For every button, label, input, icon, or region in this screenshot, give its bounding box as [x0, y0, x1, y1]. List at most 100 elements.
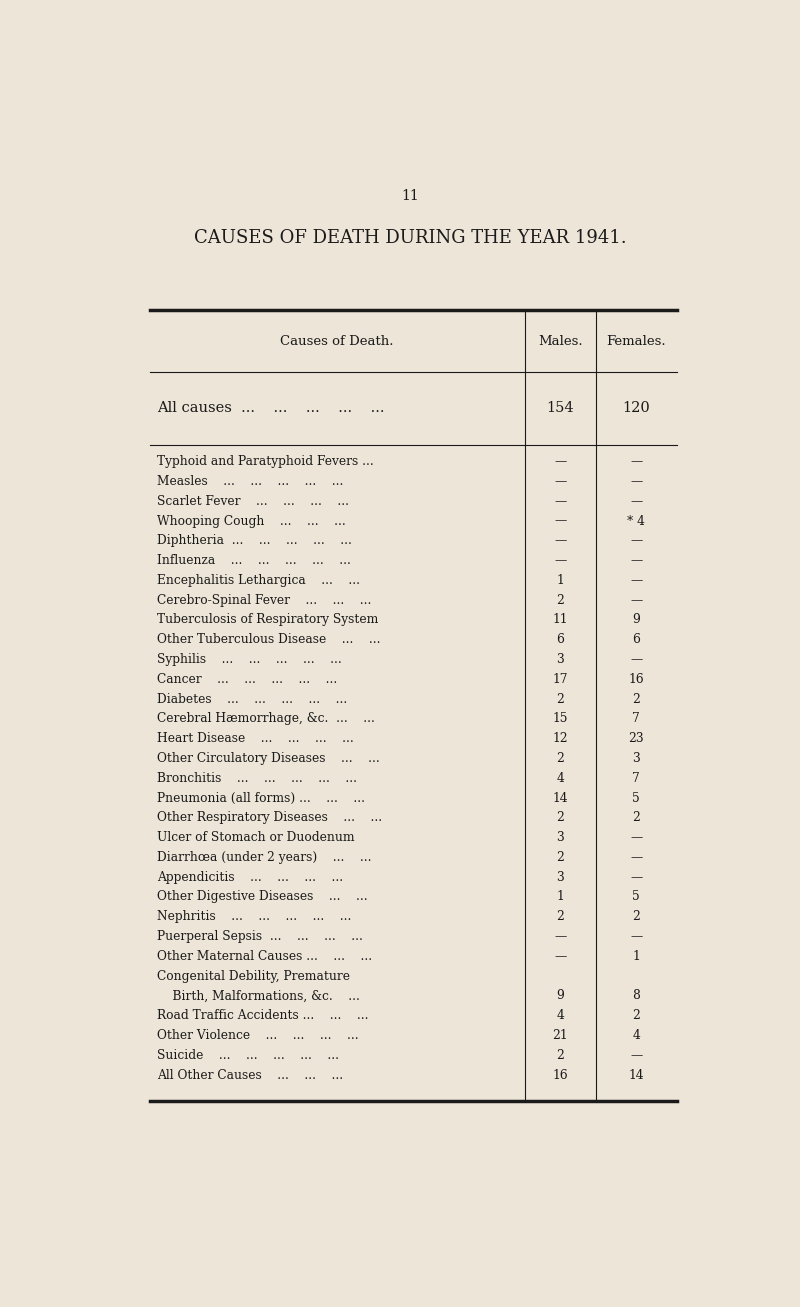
Text: 4: 4 — [632, 1029, 640, 1042]
Text: * 4: * 4 — [627, 515, 646, 528]
Text: 6: 6 — [632, 634, 640, 646]
Text: 120: 120 — [622, 401, 650, 416]
Text: —: — — [630, 831, 642, 844]
Text: Road Traffic Accidents ...    ...    ...: Road Traffic Accidents ... ... ... — [157, 1009, 369, 1022]
Text: Typhoid and Paratyphoid Fevers ...: Typhoid and Paratyphoid Fevers ... — [157, 455, 374, 468]
Text: Other Respiratory Diseases    ...    ...: Other Respiratory Diseases ... ... — [157, 812, 382, 825]
Text: Diphtheria  ...    ...    ...    ...    ...: Diphtheria ... ... ... ... ... — [157, 535, 352, 548]
Text: Cerebral Hæmorrhage, &c.  ...    ...: Cerebral Hæmorrhage, &c. ... ... — [157, 712, 375, 725]
Text: 16: 16 — [553, 1069, 568, 1082]
Text: Other Maternal Causes ...    ...    ...: Other Maternal Causes ... ... ... — [157, 950, 372, 963]
Text: 2: 2 — [632, 910, 640, 923]
Text: Scarlet Fever    ...    ...    ...    ...: Scarlet Fever ... ... ... ... — [157, 495, 349, 507]
Text: 2: 2 — [557, 593, 564, 606]
Text: —: — — [630, 474, 642, 488]
Text: Heart Disease    ...    ...    ...    ...: Heart Disease ... ... ... ... — [157, 732, 354, 745]
Text: Encephalitis Lethargica    ...    ...: Encephalitis Lethargica ... ... — [157, 574, 360, 587]
Text: 2: 2 — [557, 752, 564, 765]
Text: Pneumonia (all forms) ...    ...    ...: Pneumonia (all forms) ... ... ... — [157, 792, 365, 805]
Text: 2: 2 — [632, 812, 640, 825]
Text: 3: 3 — [557, 831, 564, 844]
Text: 2: 2 — [632, 1009, 640, 1022]
Text: 9: 9 — [557, 989, 564, 1002]
Text: Whooping Cough    ...    ...    ...: Whooping Cough ... ... ... — [157, 515, 346, 528]
Text: 2: 2 — [632, 693, 640, 706]
Text: CAUSES OF DEATH DURING THE YEAR 1941.: CAUSES OF DEATH DURING THE YEAR 1941. — [194, 229, 626, 247]
Text: —: — — [630, 851, 642, 864]
Text: 7: 7 — [633, 712, 640, 725]
Text: —: — — [630, 870, 642, 884]
Text: 23: 23 — [629, 732, 644, 745]
Text: 11: 11 — [401, 190, 419, 203]
Text: 14: 14 — [553, 792, 568, 805]
Text: 14: 14 — [629, 1069, 644, 1082]
Text: Suicide    ...    ...    ...    ...    ...: Suicide ... ... ... ... ... — [157, 1048, 339, 1061]
Text: —: — — [630, 535, 642, 548]
Text: —: — — [554, 554, 566, 567]
Text: 15: 15 — [553, 712, 568, 725]
Text: 1: 1 — [557, 890, 564, 903]
Text: —: — — [630, 931, 642, 944]
Text: Tuberculosis of Respiratory System: Tuberculosis of Respiratory System — [157, 613, 378, 626]
Text: 8: 8 — [632, 989, 640, 1002]
Text: Influenza    ...    ...    ...    ...    ...: Influenza ... ... ... ... ... — [157, 554, 351, 567]
Text: 154: 154 — [546, 401, 574, 416]
Text: —: — — [630, 495, 642, 507]
Text: 6: 6 — [557, 634, 564, 646]
Text: 5: 5 — [633, 890, 640, 903]
Text: Appendicitis    ...    ...    ...    ...: Appendicitis ... ... ... ... — [157, 870, 343, 884]
Text: Puerperal Sepsis  ...    ...    ...    ...: Puerperal Sepsis ... ... ... ... — [157, 931, 363, 944]
Text: Bronchitis    ...    ...    ...    ...    ...: Bronchitis ... ... ... ... ... — [157, 771, 357, 784]
Text: 2: 2 — [557, 851, 564, 864]
Text: Congenital Debility, Premature: Congenital Debility, Premature — [157, 970, 350, 983]
Text: Males.: Males. — [538, 335, 582, 348]
Text: Other Circulatory Diseases    ...    ...: Other Circulatory Diseases ... ... — [157, 752, 380, 765]
Text: —: — — [554, 535, 566, 548]
Text: —: — — [554, 474, 566, 488]
Text: 4: 4 — [557, 771, 564, 784]
Text: —: — — [554, 495, 566, 507]
Text: —: — — [554, 455, 566, 468]
Text: Females.: Females. — [606, 335, 666, 348]
Text: Other Tuberculous Disease    ...    ...: Other Tuberculous Disease ... ... — [157, 634, 381, 646]
Text: —: — — [630, 593, 642, 606]
Text: 2: 2 — [557, 910, 564, 923]
Text: —: — — [630, 455, 642, 468]
Text: Ulcer of Stomach or Duodenum: Ulcer of Stomach or Duodenum — [157, 831, 354, 844]
Text: All causes  ...    ...    ...    ...    ...: All causes ... ... ... ... ... — [157, 401, 385, 416]
Text: 9: 9 — [632, 613, 640, 626]
Text: 16: 16 — [629, 673, 644, 686]
Text: Measles    ...    ...    ...    ...    ...: Measles ... ... ... ... ... — [157, 474, 343, 488]
Text: 21: 21 — [553, 1029, 568, 1042]
Text: 2: 2 — [557, 693, 564, 706]
Text: Cancer    ...    ...    ...    ...    ...: Cancer ... ... ... ... ... — [157, 673, 338, 686]
Text: All Other Causes    ...    ...    ...: All Other Causes ... ... ... — [157, 1069, 343, 1082]
Text: 17: 17 — [553, 673, 568, 686]
Text: —: — — [630, 574, 642, 587]
Text: 11: 11 — [553, 613, 568, 626]
Text: —: — — [630, 554, 642, 567]
Text: 1: 1 — [633, 950, 640, 963]
Text: Causes of Death.: Causes of Death. — [280, 335, 394, 348]
Text: Birth, Malformations, &c.    ...: Birth, Malformations, &c. ... — [157, 989, 360, 1002]
Text: Cerebro-Spinal Fever    ...    ...    ...: Cerebro-Spinal Fever ... ... ... — [157, 593, 371, 606]
Text: 3: 3 — [557, 654, 564, 667]
Text: 12: 12 — [553, 732, 568, 745]
Text: 5: 5 — [633, 792, 640, 805]
Text: Diarrhœa (under 2 years)    ...    ...: Diarrhœa (under 2 years) ... ... — [157, 851, 371, 864]
Text: 3: 3 — [633, 752, 640, 765]
Text: 4: 4 — [557, 1009, 564, 1022]
Text: 2: 2 — [557, 1048, 564, 1061]
Text: Diabetes    ...    ...    ...    ...    ...: Diabetes ... ... ... ... ... — [157, 693, 347, 706]
Text: 7: 7 — [633, 771, 640, 784]
Text: —: — — [630, 1048, 642, 1061]
Text: 2: 2 — [557, 812, 564, 825]
Text: Other Digestive Diseases    ...    ...: Other Digestive Diseases ... ... — [157, 890, 368, 903]
Text: Other Violence    ...    ...    ...    ...: Other Violence ... ... ... ... — [157, 1029, 358, 1042]
Text: —: — — [554, 950, 566, 963]
Text: —: — — [554, 931, 566, 944]
Text: 1: 1 — [557, 574, 564, 587]
Text: —: — — [630, 654, 642, 667]
Text: 3: 3 — [557, 870, 564, 884]
Text: Nephritis    ...    ...    ...    ...    ...: Nephritis ... ... ... ... ... — [157, 910, 351, 923]
